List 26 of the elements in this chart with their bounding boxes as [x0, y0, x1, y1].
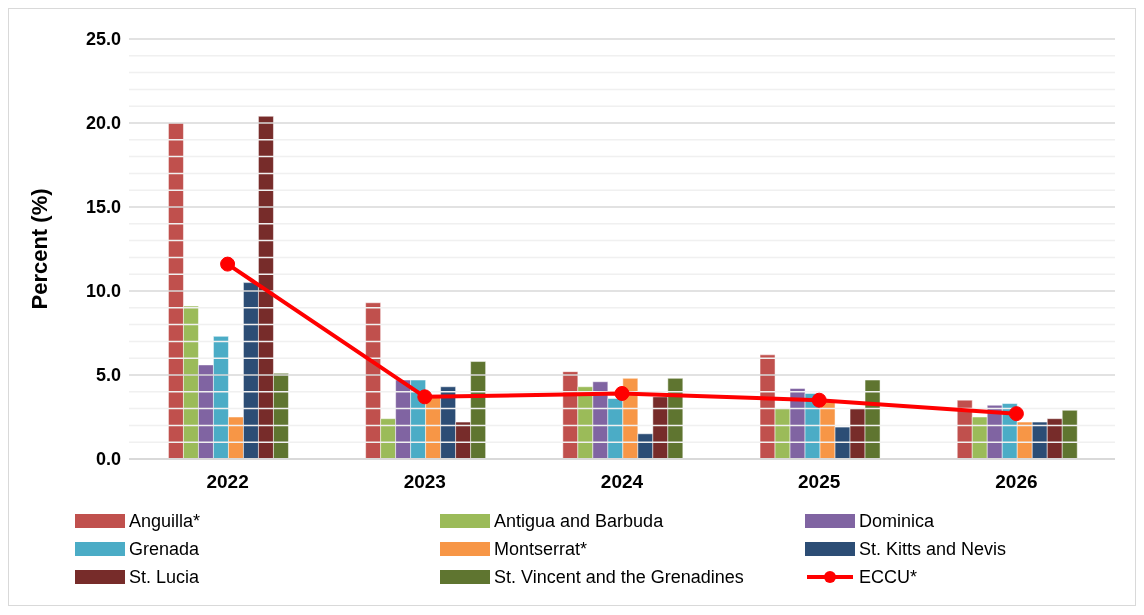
point [811, 392, 827, 408]
legend-label: St. Vincent and the Grenadines [494, 566, 744, 588]
x-tick-label: 2023 [403, 471, 446, 493]
legend-label: ECCU* [859, 566, 918, 588]
point [614, 385, 630, 401]
y-tick-label: 20.0 [85, 113, 121, 134]
y-tick-label: 15.0 [85, 197, 121, 218]
x-tick-label: 2026 [995, 471, 1038, 493]
legend-label: Dominica [859, 510, 935, 532]
y-tick-label: 10.0 [85, 281, 121, 302]
x-tick-label: 2025 [798, 471, 841, 493]
legend-label: Grenada [129, 538, 200, 560]
y-tick-label: 25.0 [85, 29, 121, 50]
legend-label: Antigua and Barbuda [494, 510, 664, 532]
legend-label: Anguilla* [129, 510, 201, 532]
legend-label: Montserrat* [494, 538, 588, 560]
point [220, 256, 236, 272]
x-tick-label: 2024 [600, 471, 644, 493]
y-axis-title: Percent (%) [26, 188, 52, 310]
x-tick-label: 2022 [206, 471, 249, 493]
point [417, 389, 433, 405]
y-tick-label: 0.0 [95, 449, 121, 470]
legend-label: St. Lucia [129, 566, 200, 588]
legend-label: St. Kitts and Nevis [859, 538, 1007, 560]
y-tick-label: 5.0 [95, 365, 121, 386]
point [1008, 406, 1024, 422]
